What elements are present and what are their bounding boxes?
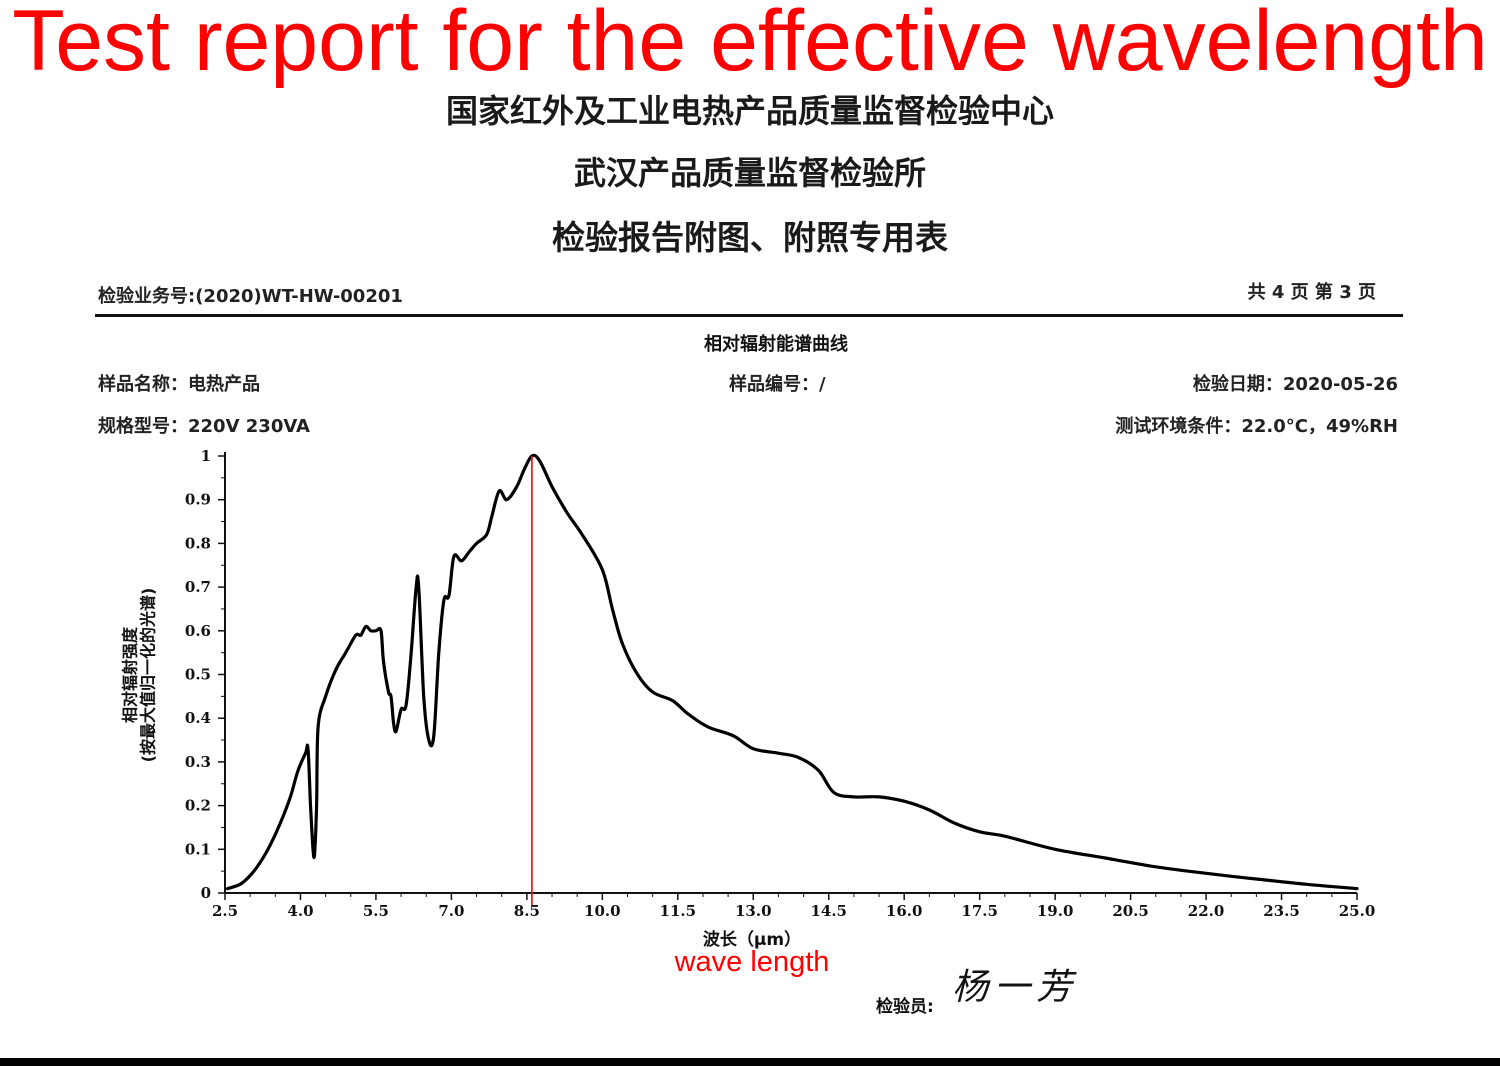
x-tick-label: 25.0 — [1339, 902, 1376, 920]
x-tick-label: 4.0 — [287, 902, 313, 920]
x-tick-label: 17.5 — [961, 902, 998, 920]
y-tick-label: 1 — [201, 447, 211, 465]
y-tick-label: 0.9 — [185, 491, 211, 509]
x-tick-label: 2.5 — [212, 902, 238, 920]
y-tick-label: 0.7 — [185, 578, 211, 596]
y-tick-label: 0.1 — [185, 840, 211, 858]
x-tick-label: 11.5 — [660, 902, 697, 920]
x-tick-label: 22.0 — [1188, 902, 1225, 920]
business-number: 检验业务号:(2020)WT-HW-00201 — [98, 286, 403, 307]
header-rule — [95, 314, 1403, 317]
y-tick-label: 0.2 — [185, 797, 211, 815]
y-tick-label: 0.6 — [185, 622, 211, 640]
x-tick-label: 5.5 — [363, 902, 389, 920]
spectrum-curve — [225, 453, 1359, 891]
x-tick-label: 20.5 — [1112, 902, 1149, 920]
y-tick-label: 0.3 — [185, 753, 211, 771]
form-title: 检验报告附图、附照专用表 — [552, 218, 948, 257]
x-tick-label: 19.0 — [1037, 902, 1074, 920]
test-date: 检验日期：2020-05-26 — [1192, 374, 1398, 395]
x-tick-label: 16.0 — [886, 902, 923, 920]
y-tick-label: 0.8 — [185, 534, 211, 552]
org-name-line1: 国家红外及工业电热产品质量监督检验中心 — [445, 92, 1054, 130]
bottom-border — [0, 1058, 1500, 1066]
chart-title: 相对辐射能谱曲线 — [704, 334, 848, 355]
x-tick-label: 23.5 — [1263, 902, 1300, 920]
page-info: 共 4 页 第 3 页 — [1247, 282, 1376, 303]
x-tick-label: 10.0 — [584, 902, 621, 920]
x-tick-label: 13.0 — [735, 902, 772, 920]
overlay-title: Test report for the effective wavelength — [12, 0, 1488, 89]
y-tick-label: 0 — [201, 884, 211, 902]
test-environment: 测试环境条件：22.0°C，49%RH — [1115, 416, 1398, 437]
y-tick-label: 0.5 — [185, 666, 211, 684]
x-tick-label: 14.5 — [810, 902, 847, 920]
inspector-label: 检验员: — [876, 997, 934, 1017]
sample-number: 样品编号：/ — [729, 374, 826, 395]
inspector-signature: 杨一芳 — [952, 967, 1079, 1008]
spec-model: 规格型号：220V 230VA — [98, 416, 310, 437]
y-tick-label: 0.4 — [185, 709, 211, 727]
sample-name: 样品名称：电热产品 — [98, 374, 260, 395]
org-name-line2: 武汉产品质量监督检验所 — [573, 154, 926, 192]
x-tick-label: 7.0 — [438, 902, 464, 920]
x-axis-label: 波长（μm） — [702, 930, 802, 950]
x-tick-label: 8.5 — [514, 902, 540, 920]
wave-length-annotation: wave length — [674, 946, 830, 978]
